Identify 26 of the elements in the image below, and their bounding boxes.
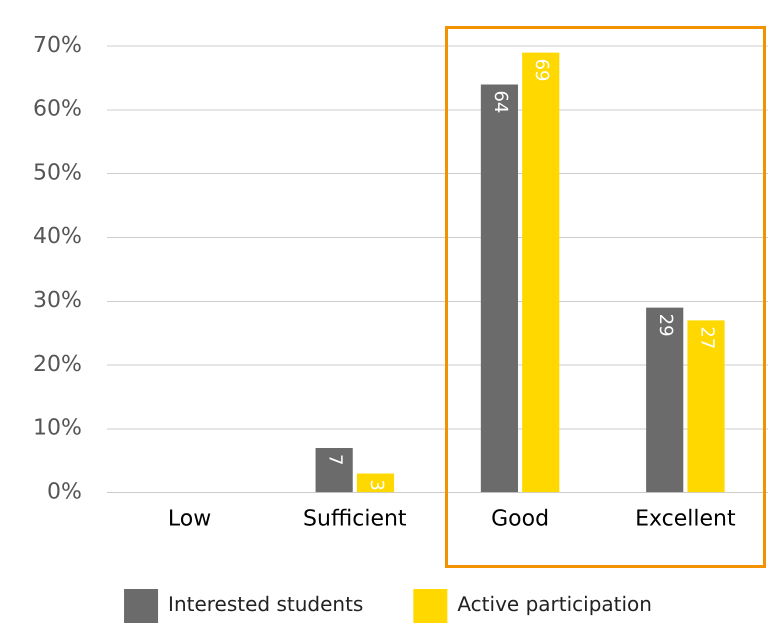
data-label: 3 [366, 479, 387, 491]
y-tick-label: 0% [46, 479, 82, 504]
data-label: 27 [696, 326, 718, 350]
y-tick-label: 50% [32, 160, 82, 186]
y-tick-label: 10% [32, 416, 82, 441]
bar [687, 320, 725, 492]
bar [356, 473, 394, 492]
bar [480, 84, 518, 492]
y-tick-label: 30% [32, 288, 82, 314]
data-label: 69 [531, 58, 552, 82]
y-tick-label: 60% [32, 96, 82, 122]
legend-label: Active participation [457, 592, 652, 616]
x-tick-label: Sufficient [303, 506, 407, 532]
bar [646, 308, 684, 492]
bar [316, 448, 353, 492]
x-tick-label: Low [168, 506, 212, 532]
y-tick-label: 40% [32, 224, 82, 250]
y-tick-label: 70% [32, 32, 82, 58]
data-label: 64 [490, 90, 511, 114]
data-label: 29 [655, 314, 676, 337]
legend-label: Interested students [168, 592, 364, 616]
bar [522, 52, 560, 492]
y-tick-label: 20% [32, 352, 82, 377]
data-label: 7 [324, 454, 346, 466]
x-tick-label: Excellent [635, 506, 736, 532]
x-tick-label: Good [491, 506, 550, 532]
